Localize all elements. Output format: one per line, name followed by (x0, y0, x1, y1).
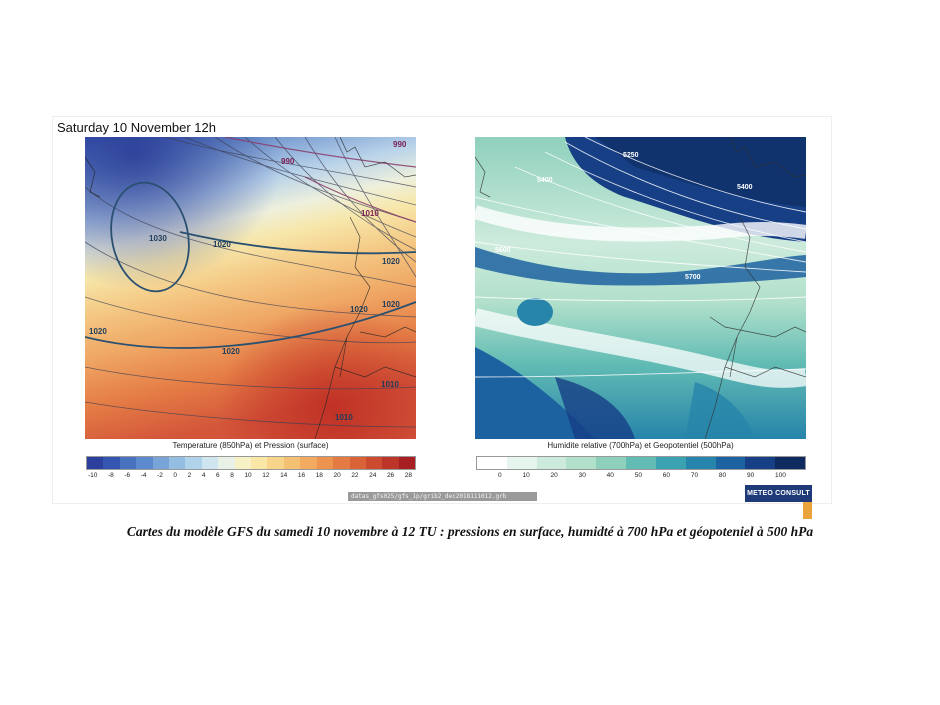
temperature-colorbar-tick-label: 14 (280, 472, 288, 479)
humidity-colorbar-tick-label: 100 (775, 472, 786, 479)
temperature-colorbar-tick-label: 4 (201, 472, 206, 479)
temperature-colorbar-tick-label: -8 (107, 472, 114, 479)
temperature-colorbar-tick-label: -6 (124, 472, 131, 479)
temperature-map-caption: Temperature (850hPa) et Pression (surfac… (172, 441, 329, 450)
humidity-colorbar-ticks: 0 10 20 30 40 50 60 70 80 90 100 (498, 472, 786, 479)
temperature-colorbar-tick-label: 0 (173, 472, 178, 479)
humidity-colorbar-swatch (477, 457, 507, 469)
temperature-colorbar-swatch (251, 457, 268, 469)
temperature-colorbar-swatch (398, 457, 416, 469)
humidity-colorbar-tick-label: 0 (498, 472, 502, 479)
temperature-colorbar (86, 456, 416, 470)
temperature-colorbar-tick-label: 12 (262, 472, 270, 479)
temperature-colorbar-swatch (316, 457, 334, 469)
temperature-colorbar-tick-label: 8 (230, 472, 234, 479)
meteo-consult-logo: METEO CONSULT (745, 485, 812, 519)
temperature-colorbar-swatch (201, 457, 219, 469)
humidity-colorbar-swatch (626, 457, 656, 469)
geopotential-label: 5250 (623, 152, 639, 159)
date-label: Saturday 10 November 12h (57, 120, 216, 135)
humidity-colorbar-swatch (655, 457, 686, 469)
temperature-colorbar-swatch (234, 457, 252, 469)
isobar-label: 1010 (381, 380, 399, 389)
humidity-geopotential-map: 5250 5400 5400 5600 5700 (475, 137, 806, 439)
humidity-colorbar-tick-label: 60 (662, 472, 670, 479)
humidity-colorbar-swatch (506, 457, 537, 469)
humidity-map-caption: Humidite relative (700hPa) et Geopotenti… (547, 441, 734, 450)
isobar-label: 1020 (350, 305, 368, 314)
humidity-colorbar-tick-label: 30 (578, 472, 586, 479)
temperature-colorbar-swatch (333, 457, 350, 469)
temperature-colorbar-swatch (87, 457, 104, 469)
humidity-colorbar-swatch (566, 457, 597, 469)
isobar-label: 990 (393, 140, 407, 149)
humidity-colorbar-tick-label: 80 (718, 472, 727, 479)
humidity-colorbar-swatch (536, 457, 567, 469)
humidity-colorbar-tick-label: 90 (746, 472, 755, 479)
isobar-label: 1010 (335, 413, 353, 422)
source-filename: datas_gfs025/gfs_1p/grib2_dec2018111012.… (348, 492, 537, 501)
temperature-colorbar-swatch (136, 457, 153, 469)
temperature-colorbar-swatch (185, 457, 202, 469)
humidity-colorbar-swatch (685, 457, 716, 469)
temperature-colorbar-swatch (119, 457, 137, 469)
temperature-colorbar-tick-label: 18 (315, 472, 323, 479)
temperature-colorbar-tick-label: 26 (386, 472, 395, 479)
humidity-colorbar-swatch (775, 457, 805, 469)
isobar-label: 1020 (213, 240, 231, 249)
temperature-colorbar-tick-label: 24 (369, 472, 377, 479)
temperature-colorbar-swatch (349, 457, 366, 469)
temperature-colorbar-tick-label: -4 (140, 472, 147, 479)
logo-accent-icon (803, 502, 812, 519)
temperature-colorbar-swatch (103, 457, 120, 469)
humidity-colorbar-tick-label: 20 (550, 472, 558, 479)
temperature-colorbar-tick-label: 2 (187, 472, 192, 479)
humidity-colorbar-tick-label: 50 (634, 472, 642, 479)
isobar-label: 1010 (361, 209, 379, 218)
isobar-label: 1020 (382, 257, 400, 266)
humidity-colorbar-tick-label: 70 (690, 472, 699, 479)
figure-caption: Cartes du modèle GFS du samedi 10 novemb… (126, 524, 814, 539)
temperature-pressure-map: 990 1010 990 1030 1020 1020 1020 1020 10… (85, 137, 416, 439)
humidity-colorbar-swatch (745, 457, 776, 469)
isobar-label: 1020 (222, 347, 240, 356)
humidity-colorbar-tick-label: 40 (606, 472, 614, 479)
temperature-colorbar-tick-label: 28 (404, 472, 412, 479)
temperature-colorbar-tick-label: -10 (88, 472, 98, 479)
temperature-colorbar-tick-label: 22 (351, 472, 359, 479)
temperature-colorbar-swatch (152, 457, 170, 469)
temperature-colorbar-ticks: -10 -8 -6 -4 -2 0 2 4 6 8 10 12 14 16 18 20 22 24 26 28 (88, 472, 412, 479)
temperature-colorbar-tick-label: 16 (297, 472, 306, 479)
geopotential-label: 5600 (495, 247, 511, 254)
temperature-colorbar-swatch (267, 457, 284, 469)
isobar-label: 1020 (89, 327, 107, 336)
temperature-colorbar-tick-label: -2 (157, 472, 163, 479)
temperature-colorbar-swatch (283, 457, 301, 469)
humidity-colorbar-tick-label: 10 (522, 472, 530, 479)
humidity-colorbar-swatch (715, 457, 746, 469)
humidity-colorbar (476, 456, 806, 470)
logo-text: METEO CONSULT (747, 490, 810, 497)
temperature-colorbar-tick-label: 6 (216, 472, 220, 479)
temperature-colorbar-swatch (169, 457, 186, 469)
temperature-colorbar-swatch (382, 457, 399, 469)
temperature-colorbar-swatch (365, 457, 383, 469)
isobar-label: 1020 (382, 300, 400, 309)
geopotential-label: 5400 (537, 177, 553, 184)
geopotential-label: 5700 (685, 274, 701, 281)
temperature-colorbar-tick-label: 20 (333, 472, 341, 479)
temperature-colorbar-swatch (300, 457, 317, 469)
humidity-colorbar-swatch (596, 457, 627, 469)
temperature-colorbar-swatch (218, 457, 235, 469)
geopotential-label: 5400 (737, 184, 753, 191)
isobar-label: 1030 (149, 234, 167, 243)
temperature-colorbar-tick-label: 10 (244, 472, 252, 479)
isobar-label: 990 (281, 157, 295, 166)
